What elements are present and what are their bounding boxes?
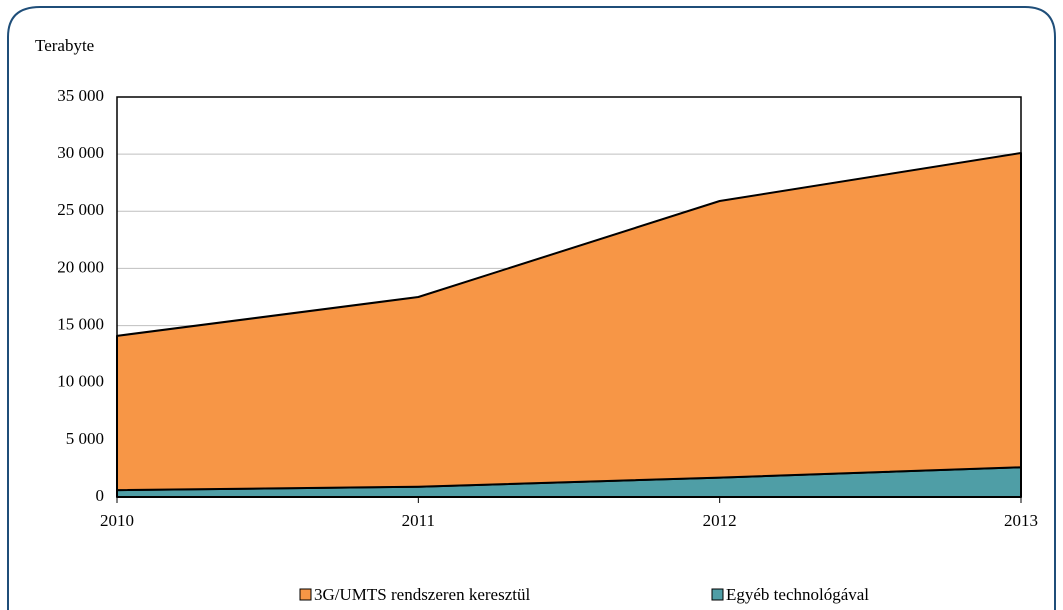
legend-swatch xyxy=(299,588,312,601)
y-axis-label: Terabyte xyxy=(35,36,94,55)
x-tick-label: 2012 xyxy=(703,511,737,530)
y-tick-label: 5 000 xyxy=(66,429,104,448)
x-tick-label: 2013 xyxy=(1004,511,1038,530)
y-tick-label: 35 000 xyxy=(57,86,104,105)
x-tick-label: 2010 xyxy=(100,511,134,530)
y-tick-label: 10 000 xyxy=(57,372,104,391)
y-tick-label: 20 000 xyxy=(57,257,104,276)
y-tick-label: 0 xyxy=(96,486,105,505)
legend-swatch xyxy=(711,588,724,601)
y-tick-label: 25 000 xyxy=(57,200,104,219)
y-tick-label: 30 000 xyxy=(57,143,104,162)
legend-label: 3G/UMTS rendszeren keresztül xyxy=(314,585,530,604)
x-tick-label: 2011 xyxy=(402,511,435,530)
y-tick-label: 15 000 xyxy=(57,314,104,333)
legend-label: Egyéb technológával xyxy=(726,585,869,604)
plot-border xyxy=(116,96,1022,498)
